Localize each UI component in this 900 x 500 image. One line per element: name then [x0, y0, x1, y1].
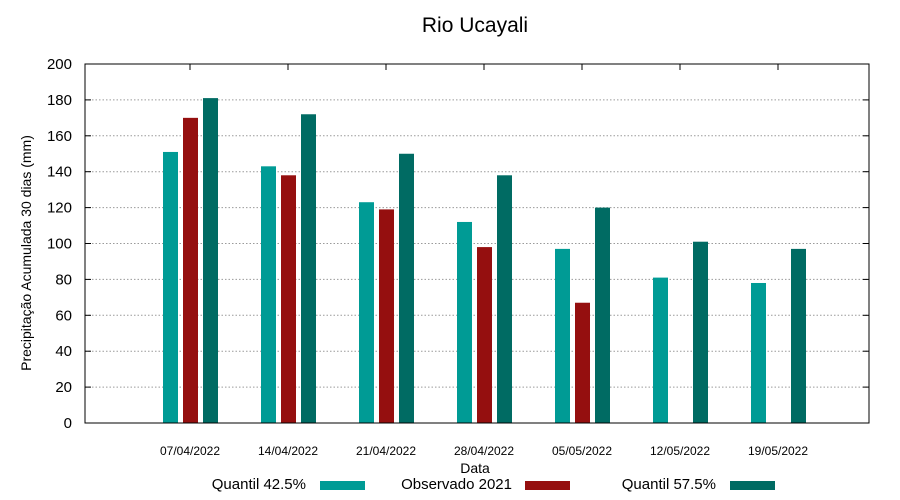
legend-swatch [320, 481, 365, 490]
y-tick-label: 100 [47, 236, 72, 253]
legend-label: Observado 2021 [401, 476, 512, 493]
bar [457, 221, 472, 423]
bar [575, 302, 590, 423]
x-axis-label: Data [460, 460, 490, 476]
y-tick-label: 120 [47, 200, 72, 217]
bar [281, 175, 296, 423]
x-tick-label: 19/05/2022 [748, 444, 808, 458]
bar [693, 241, 708, 423]
bar [359, 202, 374, 423]
x-tick-label: 05/05/2022 [552, 444, 612, 458]
x-tick-label: 14/04/2022 [258, 444, 318, 458]
bars [163, 98, 806, 423]
y-tick-label: 160 [47, 128, 72, 145]
bar [261, 166, 276, 423]
legend-label: Quantil 42.5% [212, 476, 306, 493]
bar [163, 151, 178, 423]
x-tick-label: 21/04/2022 [356, 444, 416, 458]
y-tick-label: 20 [55, 379, 72, 396]
bar [653, 277, 668, 423]
y-tick-label: 60 [55, 307, 72, 324]
bar [379, 209, 394, 423]
bar [791, 248, 806, 423]
y-tick-label: 140 [47, 164, 72, 181]
chart-title: Rio Ucayali [422, 14, 528, 37]
y-axis: 0 20 40 60 80 100 120 140 160 180 200 [47, 56, 869, 432]
bar [497, 175, 512, 423]
bar [399, 153, 414, 423]
bar [595, 207, 610, 423]
legend-swatch [730, 481, 775, 490]
x-tick-label: 07/04/2022 [160, 444, 220, 458]
x-axis: 07/04/2022 14/04/2022 21/04/2022 28/04/2022… [160, 64, 808, 458]
bar [183, 117, 198, 423]
legend-swatch [525, 481, 570, 490]
bar [301, 114, 316, 423]
y-tick-label: 80 [55, 271, 72, 288]
bar [477, 247, 492, 423]
x-tick-label: 28/04/2022 [454, 444, 514, 458]
bar [751, 282, 766, 423]
y-axis-label: Precipitação Acumulada 30 dias (mm) [18, 135, 34, 371]
x-tick-label: 12/05/2022 [650, 444, 710, 458]
bar [555, 248, 570, 423]
legend-label: Quantil 57.5% [622, 476, 716, 493]
legend: Quantil 42.5% Observado 2021 Quantil 57.5% [212, 476, 775, 493]
y-tick-label: 200 [47, 56, 72, 73]
y-tick-label: 40 [55, 343, 72, 360]
y-tick-label: 0 [64, 415, 72, 432]
bar [203, 98, 218, 423]
y-tick-label: 180 [47, 92, 72, 109]
